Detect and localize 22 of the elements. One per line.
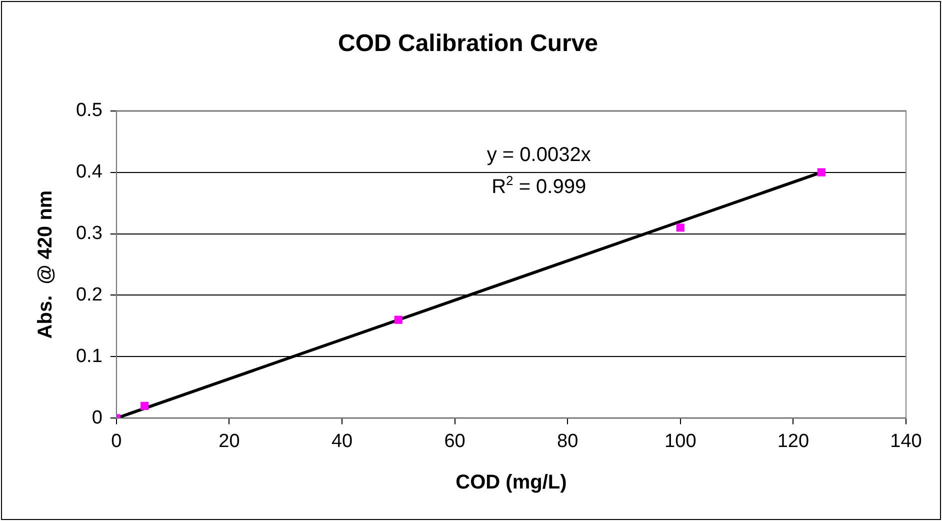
chart-title: COD Calibration Curve [338, 30, 598, 58]
y-tick-label: 0 [92, 407, 102, 428]
annotation: y = 0.0032x [486, 144, 591, 166]
x-tick-label: 120 [777, 430, 810, 452]
x-tick-label: 80 [557, 430, 578, 452]
point [817, 168, 826, 176]
y-tick-label: 0.3 [76, 222, 102, 244]
x-tick-label: 100 [664, 430, 696, 452]
x-tick-label: 20 [218, 430, 240, 452]
point [140, 402, 149, 410]
x-tick-label: 60 [444, 430, 466, 452]
y-tick-label: 0.4 [76, 162, 103, 183]
x-tick-label: 40 [331, 430, 353, 452]
x-tick-label: 140 [890, 430, 922, 452]
point [394, 316, 402, 324]
y-tick-label: 0.1 [76, 346, 102, 367]
y-axis-title: Abs. @ 420 nm [34, 190, 57, 339]
y-tick-label: 0.2 [76, 284, 102, 306]
point [676, 224, 684, 232]
y-tick-label: 0.5 [76, 100, 102, 122]
x-tick-label: 0 [111, 430, 122, 452]
x-axis-title: COD (mg/L) [456, 472, 567, 494]
